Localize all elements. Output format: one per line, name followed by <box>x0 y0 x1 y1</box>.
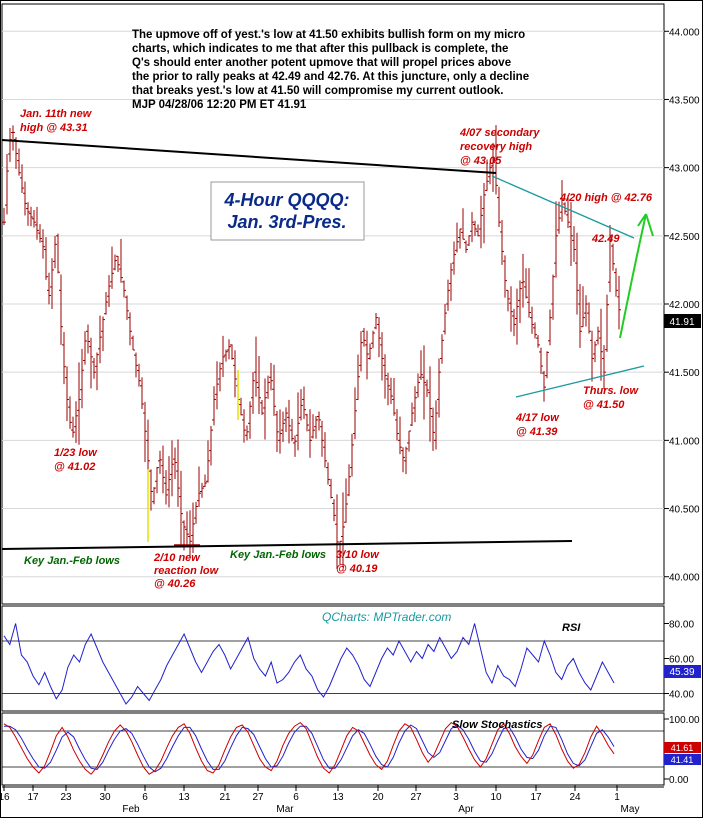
price-panel: 44.000 43.500 43.000 42.500 42.000 41.500 41.0… <box>1 3 701 605</box>
price-tick-label: 43.500 <box>669 95 700 106</box>
annotation-apr17-low-l1: 4/17 low <box>515 412 560 424</box>
rsi-tick-label: 40.00 <box>669 690 694 701</box>
price-tick-label: 41.500 <box>669 368 700 379</box>
annotation-mar10-low-l1: 3/10 low <box>336 549 380 561</box>
stochastics-plot-area <box>1 712 665 786</box>
x-tick-label: 16 <box>0 792 10 803</box>
x-tick-label: 24 <box>569 792 581 803</box>
price-tick-label: 42.500 <box>669 232 700 243</box>
annotation-jan11-high-l2: high @ 43.31 <box>20 122 88 134</box>
annotation-feb10-low-l2: reaction low <box>154 565 220 577</box>
stochastics-k-line <box>3 721 615 775</box>
projection-arrow <box>619 213 654 339</box>
last-price-marker: 41.91 <box>664 314 701 328</box>
price-grid <box>2 30 664 578</box>
x-tick-label: 23 <box>60 792 72 803</box>
annotation-apr07-high-l2: recovery high <box>460 141 532 153</box>
commentary: The upmove off of yest.'s low at 41.50 e… <box>132 29 529 111</box>
x-tick-label: 27 <box>252 792 264 803</box>
annotation-apr20-high: 4/20 high @ 42.76 <box>559 192 653 204</box>
price-tick-label: 40.500 <box>669 505 700 516</box>
x-tick-label: 3 <box>453 792 459 803</box>
rsi-grid <box>2 640 664 694</box>
last-price-label: 41.91 <box>669 317 694 328</box>
stochastics-last-d: 41.41 <box>671 755 694 765</box>
x-tick-label: 1 <box>614 792 620 803</box>
annotation-thurs-low-l1: Thurs. low <box>583 385 639 397</box>
x-axis: 16 17 23 30 6 13 21 27 6 13 20 27 3 10 17 24 1 Feb Mar Apr M… <box>0 785 664 815</box>
chart-title-box: 4-Hour QQQQ: Jan. 3rd-Pres. <box>210 181 365 241</box>
rsi-y-ticks: 80.00 60.00 40.00 <box>664 620 694 701</box>
annotation-feb10-low-l1: 2/10 new <box>153 552 201 564</box>
jan-apr-resistance-line <box>1 139 497 174</box>
rsi-last-value: 45.39 <box>669 667 694 678</box>
month-label: May <box>621 804 640 815</box>
chart-subtitle: Jan. 3rd-Pres. <box>227 212 346 232</box>
stochastics-tick-label: 100.00 <box>669 715 700 726</box>
annotation-jan23-low-l1: 1/23 low <box>54 447 98 459</box>
rsi-line <box>3 623 615 705</box>
price-tick-label: 43.000 <box>669 164 700 175</box>
x-tick-label: 21 <box>219 792 231 803</box>
price-tick-label: 42.000 <box>669 300 700 311</box>
x-tick-label: 13 <box>332 792 344 803</box>
stochastics-last-k: 41.61 <box>671 743 694 753</box>
commentary-line: The upmove off of yest.'s low at 41.50 e… <box>132 29 525 41</box>
annotation-apr07-high-l1: 4/07 secondary <box>459 127 540 139</box>
annotation-mar10-low-l2: @ 40.19 <box>336 563 378 575</box>
upper-wedge-line <box>491 175 635 239</box>
rsi-last-box <box>664 665 701 678</box>
commentary-signature: MJP 04/28/06 12:20 PM ET 41.91 <box>132 99 307 111</box>
x-tick-label: 6 <box>293 792 299 803</box>
x-tick-label: 20 <box>372 792 384 803</box>
price-bars <box>2 125 621 570</box>
annotation-jan23-low-l2: @ 41.02 <box>54 461 95 473</box>
annotation-4249: 42.49 <box>591 233 620 245</box>
month-label: Feb <box>122 804 140 815</box>
stoch-last-k-box <box>664 742 701 753</box>
stochastics-d-line <box>4 724 615 773</box>
x-tick-label: 17 <box>530 792 542 803</box>
stoch-last-d-box <box>664 754 701 765</box>
stochastics-panel: 100.0050.000.00 Slow Stochastics 41.61 4… <box>1 712 701 786</box>
annotation-feb10-low-l3: @ 40.26 <box>154 578 196 590</box>
commentary-line: the prior to rally peaks at 42.49 and 42… <box>132 71 529 83</box>
commentary-line: charts, which indicates to me that after… <box>132 43 508 55</box>
rsi-tick-label: 80.00 <box>669 620 694 631</box>
price-tick-label: 41.000 <box>669 436 700 447</box>
x-tick-label: 27 <box>410 792 422 803</box>
month-label: Mar <box>276 804 294 815</box>
x-tick-label: 10 <box>490 792 502 803</box>
annotation-apr17-low-l2: @ 41.39 <box>516 426 558 438</box>
month-label: Apr <box>458 804 474 815</box>
lower-wedge-line <box>515 365 645 398</box>
key-jan-feb-lows-support-line <box>1 540 573 550</box>
rsi-label: RSI <box>562 622 581 634</box>
commentary-line: that breaks yest.'s low at 41.50 will co… <box>132 85 504 97</box>
x-tick-label: 6 <box>142 792 148 803</box>
price-tick-label: 40.000 <box>669 573 700 584</box>
annotation-key-lows-center: Key Jan.-Feb lows <box>230 549 326 561</box>
commentary-line: Q's should enter another potent upmove t… <box>132 57 511 69</box>
qcharts-credit: QCharts: MPTrader.com <box>322 610 451 624</box>
stochastics-tick-label: 0.00 <box>669 775 689 786</box>
rsi-tick-label: 60.00 <box>669 655 694 666</box>
x-tick-label: 13 <box>178 792 190 803</box>
annotations: Jan. 11th new high @ 43.31 1/23 low @ 41… <box>20 108 653 590</box>
annotation-key-lows-left: Key Jan.-Feb lows <box>24 555 120 567</box>
x-tick-label: 17 <box>27 792 39 803</box>
stochastics-label: Slow Stochastics <box>452 719 542 731</box>
annotation-apr07-high-l3: @ 43.05 <box>460 155 502 167</box>
annotation-jan11-high-l1: Jan. 11th new <box>20 108 93 120</box>
price-tick-label: 44.000 <box>669 27 700 38</box>
chart-title: 4-Hour QQQQ: <box>224 190 350 210</box>
x-tick-label: 30 <box>99 792 111 803</box>
rsi-panel: 80.00 60.00 40.00 QCharts: MPTrader.com RS… <box>1 605 701 712</box>
price-y-ticks: 44.000 43.500 43.000 42.500 42.000 41.500 41.0… <box>664 27 700 584</box>
annotation-thurs-low-l2: @ 41.50 <box>583 399 625 411</box>
